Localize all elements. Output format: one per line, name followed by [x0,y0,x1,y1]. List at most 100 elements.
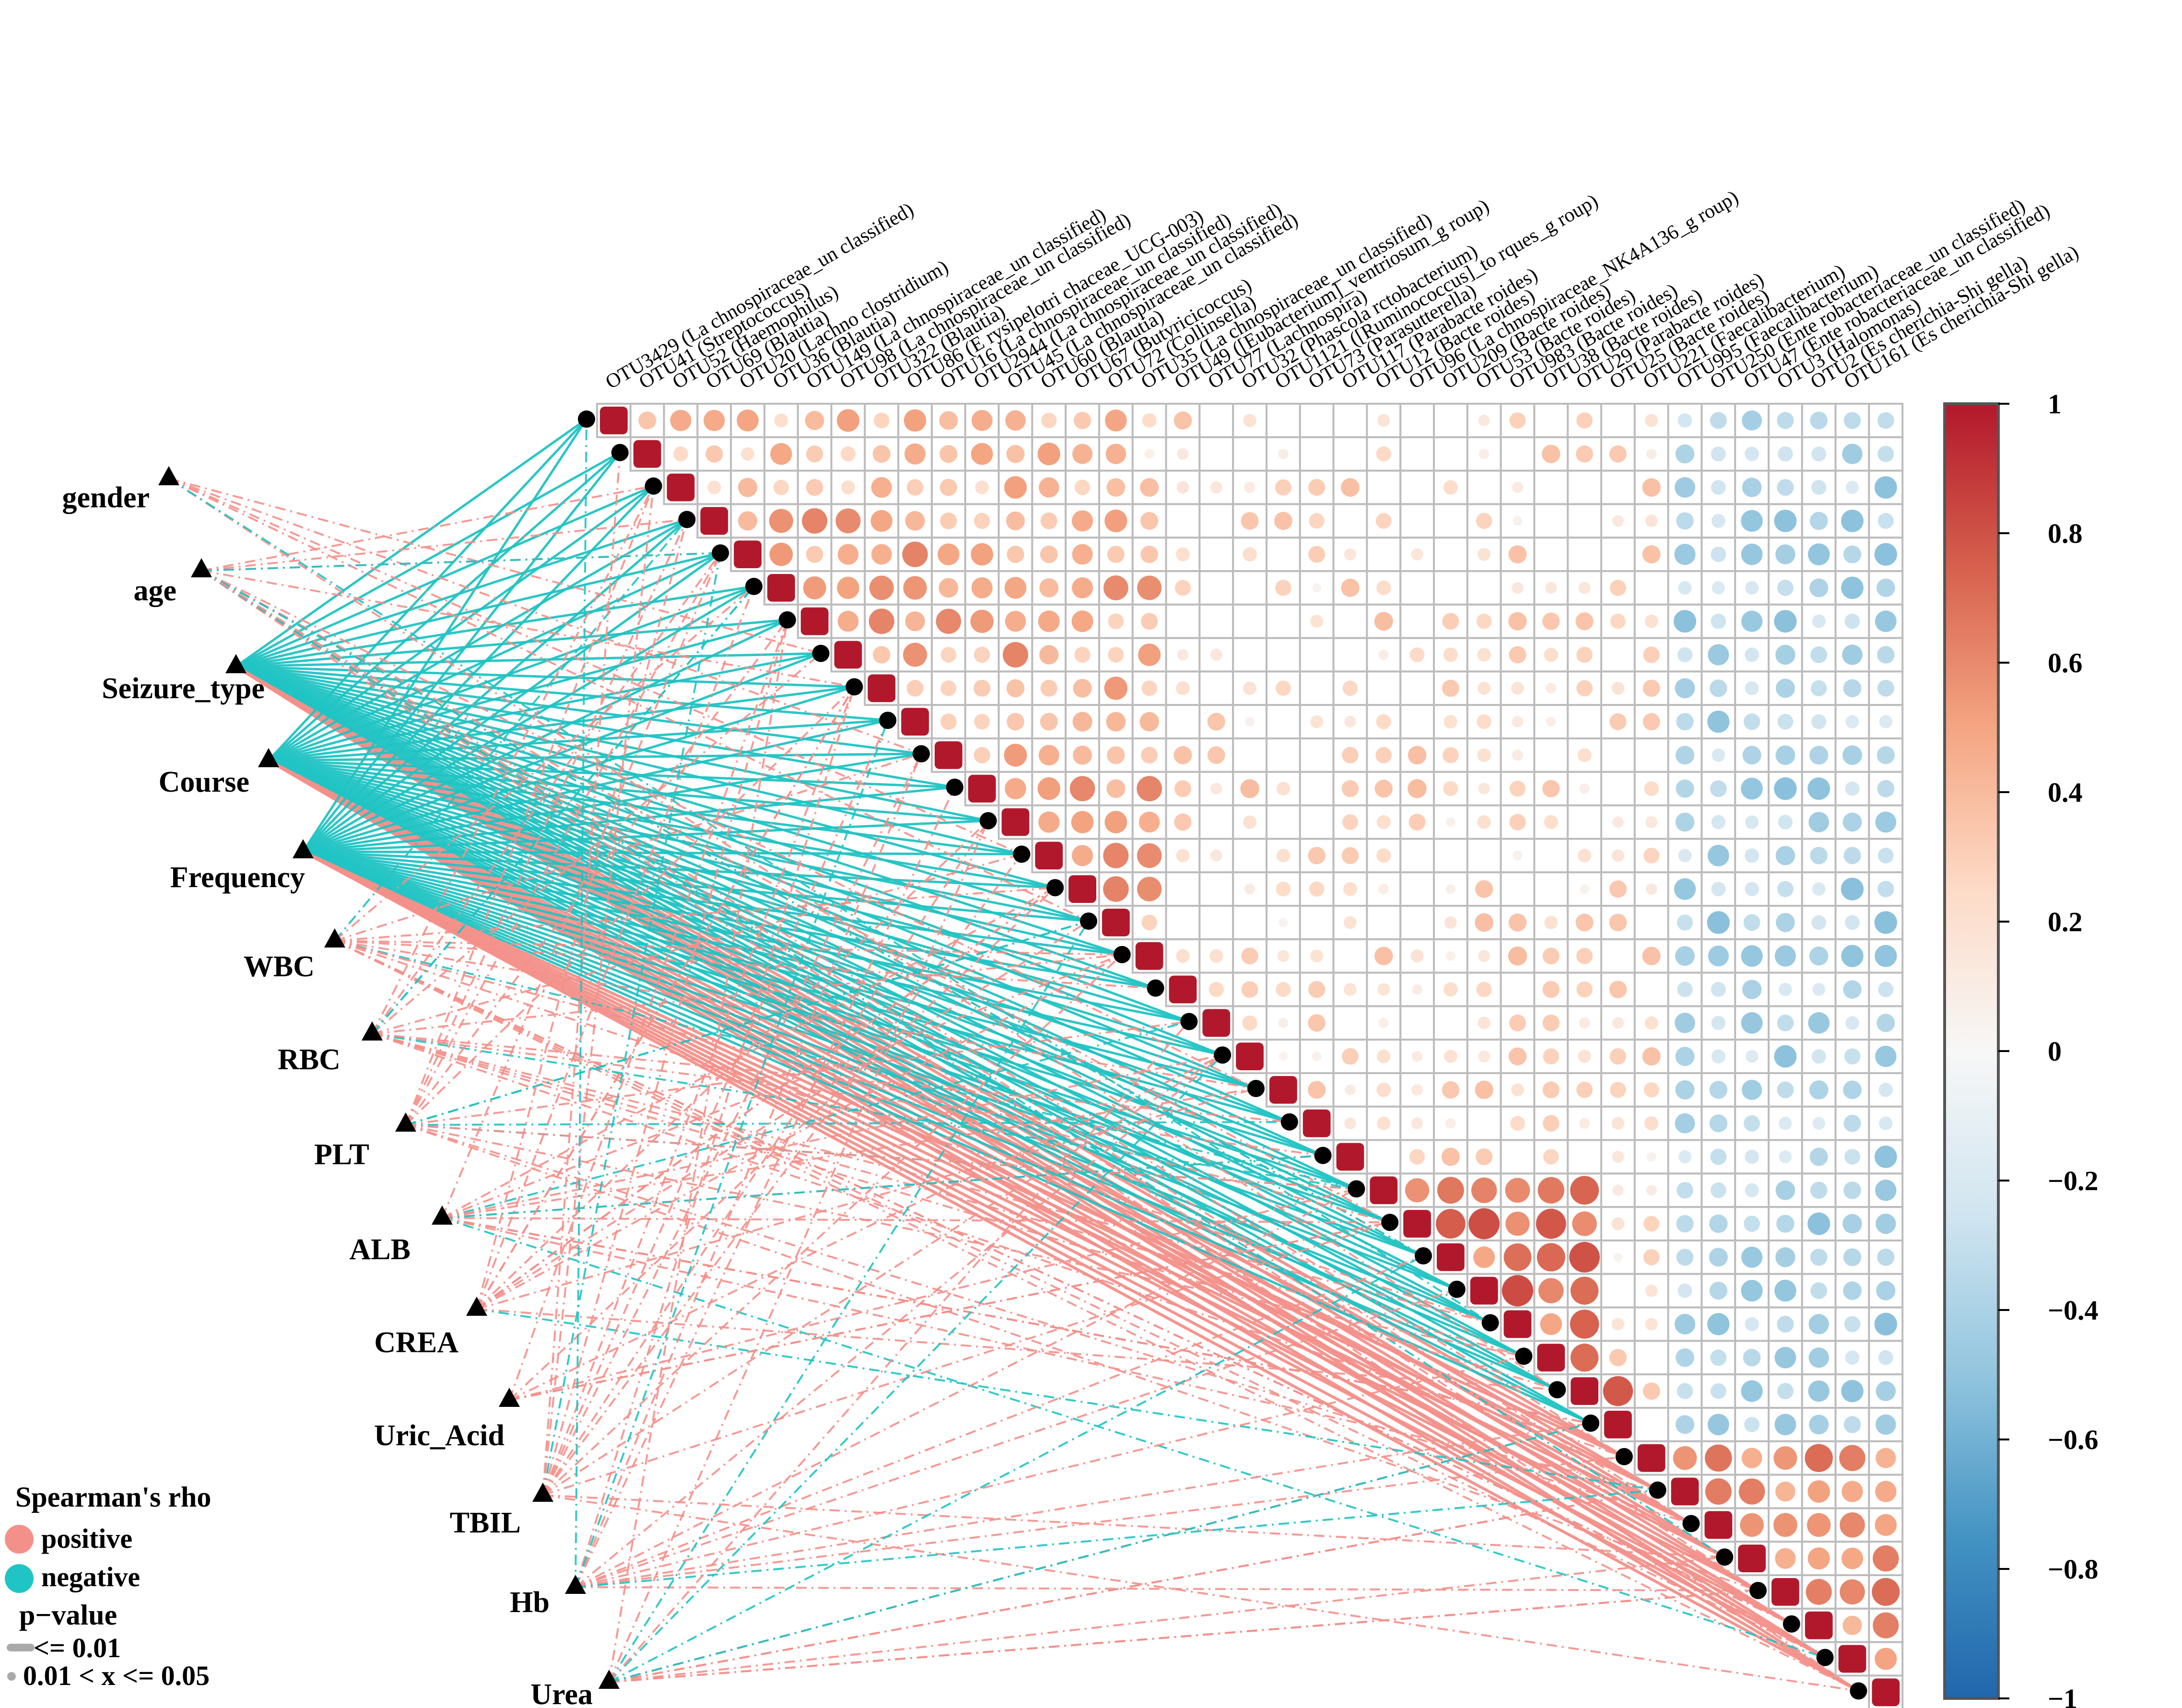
correlation-cell [1710,1383,1726,1399]
colorbar-tick-label: 0 [2048,1036,2062,1067]
matrix-cell-frame [1466,1072,1502,1108]
legend-p-strong-label: <= 0.01 [34,1632,121,1663]
otu-node [1850,1682,1867,1700]
mantel-link-strong [235,665,989,822]
mantel-link-weak [201,485,654,572]
variable-marker [395,1112,416,1132]
correlation-cell [1176,481,1189,494]
matrix-cell-frame [1299,771,1335,807]
correlation-cell [1877,412,1894,429]
correlation-cell [1643,847,1660,864]
matrix-cell-frame [1567,503,1602,539]
mantel-link-strong [302,850,1658,1492]
matrix-cell-frame [1399,503,1435,539]
correlation-cell [1708,946,1729,967]
mantel-link-weak [609,1590,1759,1683]
diagonal-cell [1403,1210,1431,1238]
correlation-cell [1610,580,1626,596]
correlation-cell [1873,1545,1899,1572]
correlation-cell [1742,410,1762,431]
correlation-cell [1476,513,1492,529]
correlation-cell [1177,448,1189,460]
correlation-cell [1444,916,1457,929]
correlation-cell [1842,745,1862,765]
correlation-cell [1609,1349,1627,1367]
correlation-cell [1845,1016,1859,1030]
correlation-cell [1542,780,1560,797]
mantel-link-weak [334,940,1792,1625]
variable-marker [565,1575,586,1594]
mantel-link-weak [371,485,655,1034]
correlation-cell [1843,1080,1862,1100]
var-label-seizure-type: Seizure_type [102,672,265,705]
mantel-link-strong [303,850,1089,923]
correlation-cell [903,409,927,432]
otu-node [879,712,897,729]
correlation-cell [1142,413,1157,428]
correlation-cell [1775,1247,1795,1267]
legend-pvalue-title: p−value [19,1599,117,1631]
mantel-link-weak [201,570,1424,1257]
mantel-link-weak [405,1124,1524,1357]
correlation-cell [1409,647,1425,662]
mantel-link-weak [201,552,721,572]
correlation-cell [1069,776,1095,802]
correlation-cell [1006,445,1025,463]
correlation-cell [1468,1208,1500,1240]
otu-node [1615,1448,1633,1465]
colorbar-tick-label: −1 [2048,1683,2077,1708]
diagonal-cell [1872,1678,1900,1707]
correlation-cell [1436,1209,1466,1239]
correlation-cell [1873,1612,1899,1638]
correlation-cell [1741,1079,1762,1100]
correlation-cell [1138,811,1160,833]
mantel-link-weak [609,1489,1658,1683]
matrix-cell-frame [1633,1340,1669,1376]
correlation-cell [1844,613,1860,629]
correlation-cell [1537,1243,1565,1272]
correlation-cell [1775,846,1795,866]
matrix-cell-frame [1366,1139,1402,1175]
correlation-cell [1646,1185,1657,1196]
correlation-cell [1777,579,1794,596]
matrix-cell-frame [1266,603,1301,639]
correlation-cell [1103,876,1129,902]
correlation-cell [1877,679,1894,697]
otu-node [578,410,595,428]
colorbar-ticks: 1 0.8 0.6 0.4 0.2 0 −0.2 −0.4 −0.6 −0.8 −1 [1998,388,2099,1708]
correlation-cell [1843,1248,1862,1266]
correlation-cell [1878,1083,1893,1097]
mantel-link-weak [509,1221,1390,1401]
correlation-cell [705,445,723,463]
mantel-link-strong [268,551,721,762]
mantel-link-weak [542,620,788,1496]
correlation-cell [773,480,789,495]
correlation-cell [1477,815,1491,829]
correlation-cell [1677,982,1693,997]
mantel-link-weak [201,570,1256,1089]
mantel-link-strong [302,850,1692,1525]
correlation-cell [1277,950,1290,962]
correlation-cell [1174,580,1191,596]
correlation-cell [1845,1350,1860,1365]
correlation-cell [1845,715,1859,728]
diagonal-cell [1001,808,1030,836]
correlation-cell [1810,1182,1828,1199]
matrix-cell-frame [1633,1407,1669,1442]
correlation-cell [1875,610,1897,632]
mantel-link-weak [405,920,1089,1126]
matrix-cell-frame [1266,637,1301,673]
correlation-cell [1576,948,1593,964]
correlation-cell [1676,713,1694,731]
variable-marker [324,928,345,948]
correlation-cell [738,511,758,531]
correlation-cell [802,508,828,534]
correlation-cell [1378,649,1389,660]
matrix-cell-frame [1466,838,1502,874]
matrix-cell-frame [1567,469,1602,505]
correlation-cell [1711,514,1725,528]
correlation-cell [1443,480,1458,495]
matrix-cell-frame [1600,637,1636,673]
mantel-link-strong [303,850,1123,956]
correlation-cell [1874,543,1897,566]
